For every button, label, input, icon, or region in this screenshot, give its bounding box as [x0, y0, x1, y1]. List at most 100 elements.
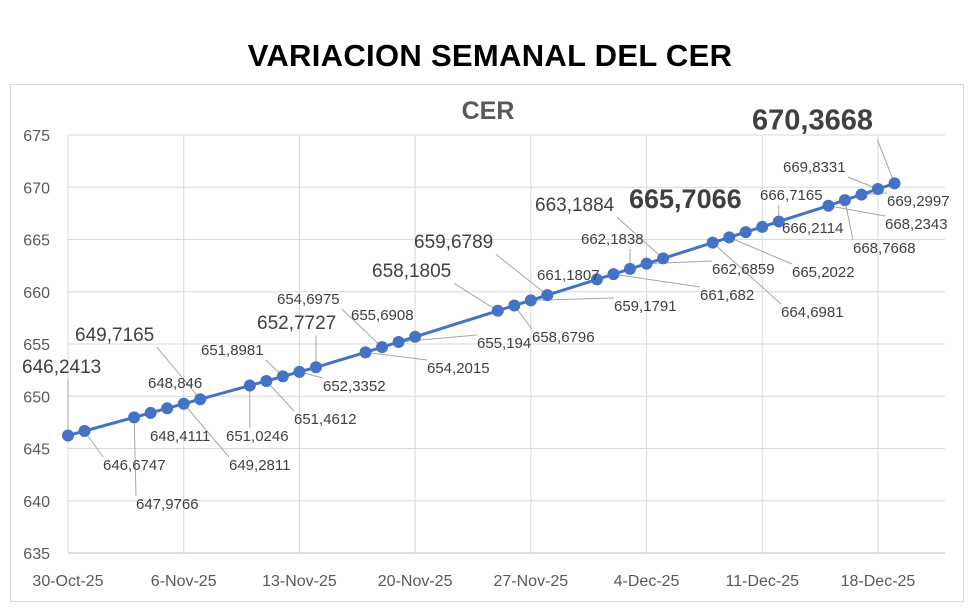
data-point	[590, 273, 603, 286]
data-label: 662,1838	[581, 231, 644, 248]
data-point	[491, 304, 504, 317]
data-label: 646,6747	[103, 457, 166, 474]
data-point	[128, 411, 141, 424]
data-label: 652,3352	[323, 378, 386, 395]
data-point	[624, 262, 637, 275]
leader-line	[133, 417, 137, 497]
data-point	[409, 330, 422, 343]
leader-line	[828, 205, 886, 217]
leader-line	[183, 403, 230, 458]
data-point	[756, 220, 769, 233]
data-label: 651,8981	[201, 342, 264, 359]
data-point	[376, 341, 389, 354]
leader-line	[341, 308, 383, 348]
data-label: 665,2022	[792, 264, 855, 281]
data-point	[260, 374, 273, 387]
leader-line	[365, 351, 428, 361]
data-label: 665,7066	[629, 184, 742, 214]
data-label: 661,1807	[537, 267, 600, 284]
data-point	[657, 252, 670, 265]
data-label: 659,6789	[414, 232, 493, 253]
leader-line	[453, 282, 499, 312]
data-point	[359, 346, 372, 359]
x-tick-label: 13-Nov-25	[262, 573, 337, 590]
data-point	[161, 402, 174, 415]
data-point	[194, 393, 207, 406]
y-tick-label: 660	[23, 285, 50, 302]
data-label: 654,2015	[427, 360, 490, 377]
data-label: 651,4612	[294, 411, 357, 428]
leader-line	[613, 273, 701, 288]
data-label: 648,4111	[150, 428, 210, 445]
data-points	[62, 177, 901, 442]
data-label: 649,7165	[75, 325, 154, 346]
data-label: 651,0246	[226, 428, 289, 445]
data-point	[772, 215, 785, 228]
chart-title: VARIACION SEMANAL DEL CER	[247, 38, 733, 73]
x-tick-label: 30-Oct-25	[32, 573, 103, 590]
leader-line	[729, 236, 793, 265]
data-label: 648,846	[148, 375, 202, 392]
data-point	[524, 294, 537, 307]
data-point	[144, 406, 157, 419]
data-label: 663,1884	[535, 195, 615, 216]
data-point	[838, 194, 851, 207]
data-label: 666,7165	[760, 187, 823, 204]
data-point	[706, 236, 719, 249]
data-point	[739, 226, 752, 239]
leader-line	[495, 254, 548, 296]
data-label: 666,2114	[782, 220, 843, 237]
x-tick-label: 20-Nov-25	[378, 573, 453, 590]
data-label: 655,194	[477, 335, 531, 352]
data-label: 669,2997	[887, 193, 950, 210]
leader-line	[844, 200, 854, 241]
x-tick-label: 6-Nov-25	[151, 573, 217, 590]
data-label: 654,6975	[277, 291, 340, 308]
data-point	[309, 361, 322, 374]
series-line	[67, 181, 895, 437]
data-point	[78, 424, 91, 437]
data-label: 661,682	[700, 287, 754, 304]
chart-frame	[10, 84, 964, 602]
leader-line	[156, 347, 201, 400]
y-tick-label: 665	[23, 233, 50, 250]
data-label: 652,7727	[257, 313, 336, 334]
data-point	[177, 397, 190, 410]
axes: 635 640 645 650 655 660 665 670 675 30-Oct-25 6-No…	[23, 128, 945, 590]
x-tick-label: 11-Dec-25	[726, 573, 800, 590]
series-title: CER	[462, 97, 515, 125]
data-point	[508, 299, 521, 312]
y-tick-label: 675	[23, 128, 50, 145]
data-point	[541, 289, 554, 302]
data-point	[276, 370, 289, 383]
data-label: 668,7668	[853, 240, 916, 257]
data-point	[607, 268, 620, 281]
data-label: 659,1791	[614, 298, 677, 315]
data-label: 668,2343	[885, 216, 948, 233]
data-label: 669,8331	[783, 159, 846, 176]
data-label: 646,2413	[22, 357, 101, 378]
data-point	[62, 429, 74, 442]
leader-line	[876, 139, 895, 184]
data-point	[822, 199, 835, 212]
data-point	[855, 188, 868, 201]
leader-line	[616, 217, 664, 259]
x-tick-label: 27-Nov-25	[493, 573, 568, 590]
data-label: 658,1805	[372, 261, 451, 282]
y-tick-label: 670	[23, 180, 50, 197]
data-point	[888, 177, 901, 190]
x-tick-label: 18-Dec-25	[841, 573, 916, 590]
leader-line	[712, 242, 782, 305]
data-point	[392, 335, 405, 348]
y-tick-label: 645	[23, 442, 50, 459]
data-label: 662,6859	[712, 261, 775, 278]
data-label: 658,6796	[532, 329, 595, 346]
data-point	[293, 365, 306, 378]
data-labels: 646,2413 646,6747 647,9766 648,4111 648,846 6…	[22, 105, 950, 513]
y-tick-label: 635	[23, 546, 50, 563]
data-label: 649,2811	[229, 457, 290, 474]
data-point	[871, 182, 884, 195]
data-label: 655,6908	[351, 307, 414, 324]
data-point	[243, 379, 256, 392]
